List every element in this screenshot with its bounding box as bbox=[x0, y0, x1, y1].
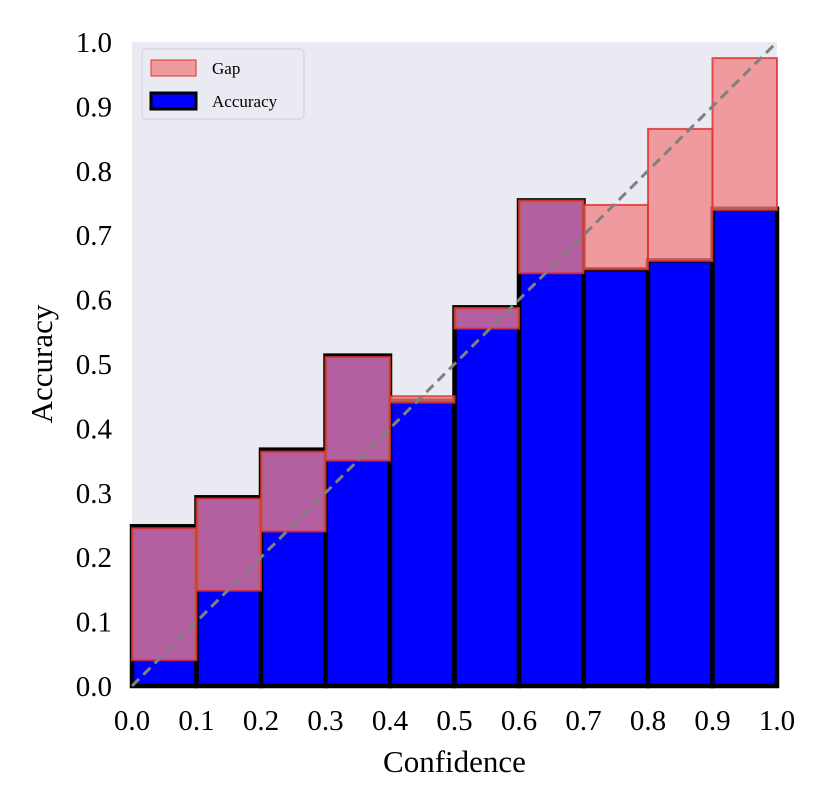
y-tick-label: 0.2 bbox=[76, 542, 112, 574]
y-tick-label: 0.9 bbox=[76, 91, 112, 123]
accuracy-bar bbox=[452, 305, 522, 689]
y-tick-label: 0.4 bbox=[76, 413, 113, 445]
gap-bar bbox=[131, 527, 198, 662]
accuracy-bar bbox=[387, 398, 457, 689]
x-tick-label: 0.7 bbox=[565, 705, 601, 737]
x-tick-label: 0.3 bbox=[307, 705, 343, 737]
y-tick-label: 0.1 bbox=[76, 607, 112, 639]
legend-gap-label: Gap bbox=[212, 59, 240, 78]
gap-bar bbox=[260, 450, 327, 533]
gap-bar bbox=[324, 355, 391, 462]
x-tick-label: 0.6 bbox=[501, 705, 537, 737]
y-tick-label: 0.6 bbox=[76, 285, 112, 317]
y-tick-label: 1.0 bbox=[76, 27, 112, 59]
gap-bar bbox=[647, 127, 714, 262]
x-axis-title: Confidence bbox=[383, 744, 526, 779]
x-tick-label: 0.9 bbox=[694, 705, 730, 737]
accuracy-bar bbox=[645, 258, 715, 689]
legend-gap-swatch bbox=[150, 59, 197, 77]
perfect-calibration-line bbox=[130, 40, 779, 688]
accuracy-bar bbox=[581, 267, 651, 689]
gap-bar bbox=[518, 199, 585, 275]
y-tick-label: 0.0 bbox=[76, 671, 112, 703]
accuracy-bar bbox=[710, 206, 780, 689]
y-tick-label: 0.8 bbox=[76, 156, 112, 188]
y-tick-label: 0.5 bbox=[76, 349, 112, 381]
x-tick-label: 0.1 bbox=[178, 705, 214, 737]
legend-accuracy-label: Accuracy bbox=[212, 92, 278, 111]
x-axis-ticks: 0.0 0.1 0.2 0.3 0.4 0.5 0.6 0.7 0.8 0.9 1.0 bbox=[114, 705, 795, 737]
x-tick-label: 0.2 bbox=[243, 705, 279, 737]
y-tick-label: 0.3 bbox=[76, 478, 112, 510]
y-axis-ticks: 0.0 0.1 0.2 0.3 0.4 0.5 0.6 0.7 0.8 0.9 1.0 bbox=[76, 27, 113, 703]
legend-accuracy-swatch bbox=[149, 91, 198, 111]
x-tick-label: 0.5 bbox=[436, 705, 472, 737]
gap-bar bbox=[453, 306, 520, 330]
x-tick-label: 0.0 bbox=[114, 705, 150, 737]
gap-bar bbox=[582, 203, 649, 271]
x-tick-label: 0.8 bbox=[630, 705, 666, 737]
y-tick-label: 0.7 bbox=[76, 220, 112, 252]
y-axis-title: Accuracy bbox=[24, 304, 59, 423]
gap-bar bbox=[711, 57, 778, 212]
legend: Gap Accuracy bbox=[141, 48, 305, 120]
gap-bars bbox=[131, 57, 778, 662]
x-tick-label: 1.0 bbox=[759, 705, 795, 737]
x-tick-label: 0.4 bbox=[372, 705, 409, 737]
gap-bar bbox=[195, 497, 262, 592]
gap-bar bbox=[389, 395, 456, 404]
